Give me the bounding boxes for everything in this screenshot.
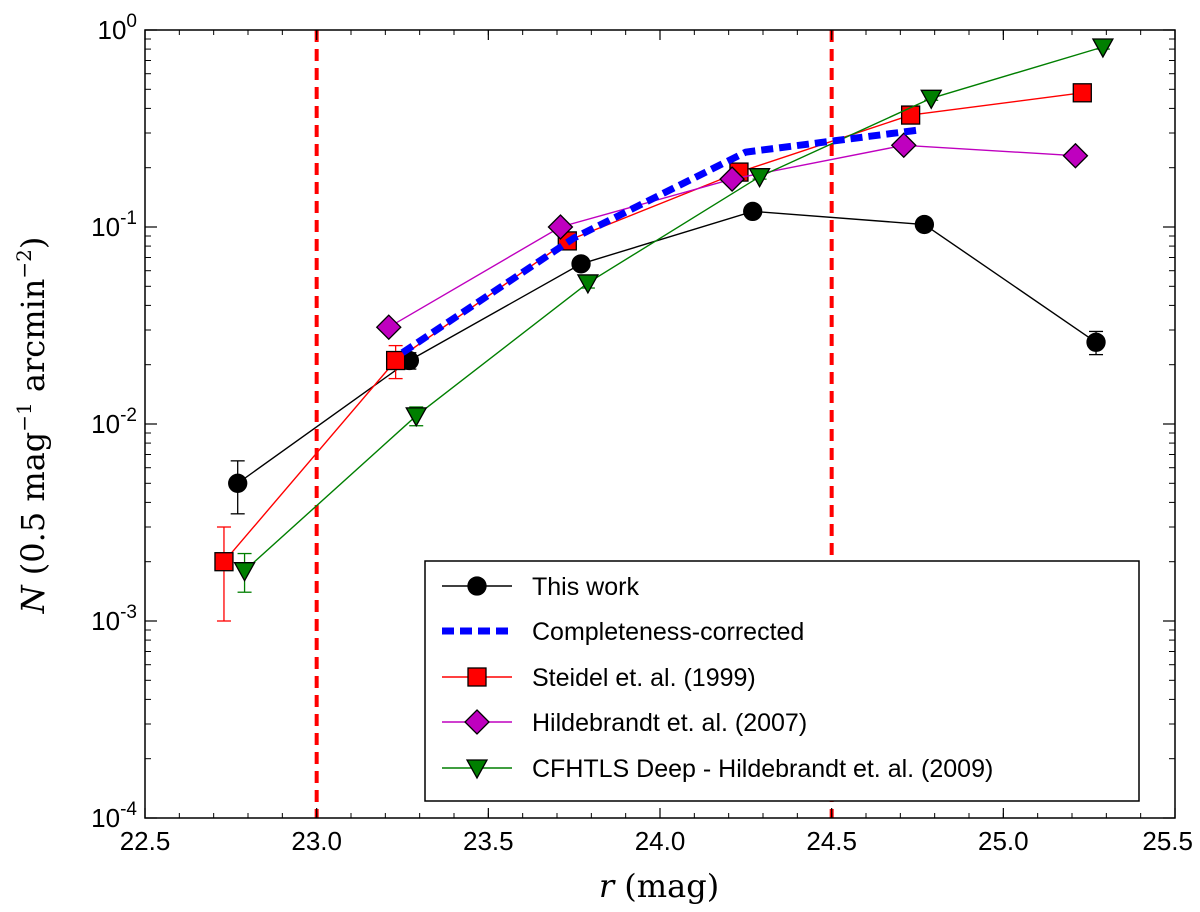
data-point-this-work — [228, 473, 248, 493]
y-axis-close: ) — [14, 237, 52, 249]
legend-symbols — [442, 576, 512, 780]
x-axis-var: r — [599, 867, 616, 905]
series-line-steidel — [223, 92, 1083, 563]
y-tick-exponent: -1 — [120, 208, 137, 229]
data-point-hildebrandt-2007 — [890, 132, 917, 159]
y-tick-label: 10-2 — [91, 405, 137, 439]
y-tick-label: 100 — [98, 11, 138, 45]
x-tick-label: 25.0 — [978, 826, 1029, 856]
data-point-steidel — [1072, 83, 1092, 103]
data-point-cfhtls — [748, 168, 771, 189]
data-point-this-work — [571, 254, 591, 274]
data-point-hildebrandt-2007 — [719, 166, 746, 193]
x-tick-label: 22.5 — [120, 826, 171, 856]
y-tick-label: 10-1 — [91, 208, 137, 242]
legend-marker-steidel — [467, 667, 487, 687]
data-point-steidel — [385, 350, 406, 371]
legend-label-hildebrandt-2007: Hildebrandt et. al. (2007) — [532, 709, 807, 737]
data-point-hildebrandt-2007 — [547, 214, 574, 240]
legend: This work Completeness-corrected Steidel… — [424, 560, 1140, 802]
y-axis-unit-2: arcmin — [14, 279, 52, 403]
y-axis-sup-1: −1 — [12, 402, 36, 431]
y-tick-exponent: -3 — [120, 602, 137, 623]
axis-ticks: 22.5 23.0 23.5 24.0 24.5 25.0 25.510-410-310-2… — [91, 11, 1193, 856]
y-axis-sup-2: −2 — [12, 249, 36, 278]
data-point-this-work — [914, 214, 935, 235]
data-point-hildebrandt-2007 — [375, 314, 402, 341]
plot-area — [214, 30, 1115, 818]
legend-label-cfhtls: CFHTLS Deep - Hildebrandt et. al. (2009) — [532, 755, 993, 783]
y-axis-var: N — [14, 584, 52, 614]
x-tick-label: 23.5 — [463, 826, 514, 856]
data-point-cfhtls — [576, 274, 600, 295]
y-tick-base: 10 — [91, 606, 120, 636]
errorbar-steidel — [216, 526, 231, 622]
legend-label-this-work: This work — [532, 573, 639, 601]
data-point-steidel — [214, 552, 234, 572]
y-axis-title: N (0.5 mag−1 arcmin−2) — [12, 237, 52, 615]
data-point-hildebrandt-2007 — [1062, 142, 1089, 169]
series-line-cfhtls — [244, 46, 1104, 572]
x-tick-label: 24.0 — [635, 826, 686, 856]
legend-marker-this-work — [467, 576, 487, 596]
x-tick-label: 23.0 — [291, 826, 342, 856]
legend-frame — [424, 560, 1140, 802]
data-point-steidel — [900, 105, 921, 125]
y-tick-label: 10-3 — [91, 602, 137, 636]
y-tick-base: 10 — [91, 409, 120, 439]
legend-marker-cfhtls — [465, 759, 489, 780]
data-point-cfhtls — [233, 562, 256, 583]
y-tick-base: 10 — [98, 15, 127, 45]
legend-label-steidel: Steidel et. al. (1999) — [532, 664, 756, 692]
y-tick-label: 10-4 — [91, 799, 137, 833]
x-tick-label: 25.5 — [1142, 826, 1193, 856]
data-point-this-work — [1086, 332, 1106, 352]
x-axis-title: r (mag) — [599, 867, 719, 905]
y-tick-base: 10 — [91, 803, 120, 833]
data-point-this-work — [743, 201, 763, 222]
x-tick-label: 24.5 — [806, 826, 857, 856]
y-tick-base: 10 — [91, 212, 120, 242]
data-point-cfhtls — [405, 407, 428, 428]
x-axis-unit: (mag) — [614, 867, 719, 905]
series-line-this-work — [237, 210, 1097, 484]
legend-marker-hildebrandt-2007 — [464, 709, 490, 735]
y-tick-exponent: 0 — [126, 11, 137, 32]
legend-label-completeness: Completeness-corrected — [532, 618, 804, 646]
data-point-cfhtls — [920, 89, 943, 110]
y-tick-exponent: -2 — [120, 405, 137, 426]
y-tick-exponent: -4 — [120, 799, 137, 820]
data-point-cfhtls — [1091, 38, 1115, 59]
y-axis-unit: (0.5 mag — [14, 432, 52, 586]
